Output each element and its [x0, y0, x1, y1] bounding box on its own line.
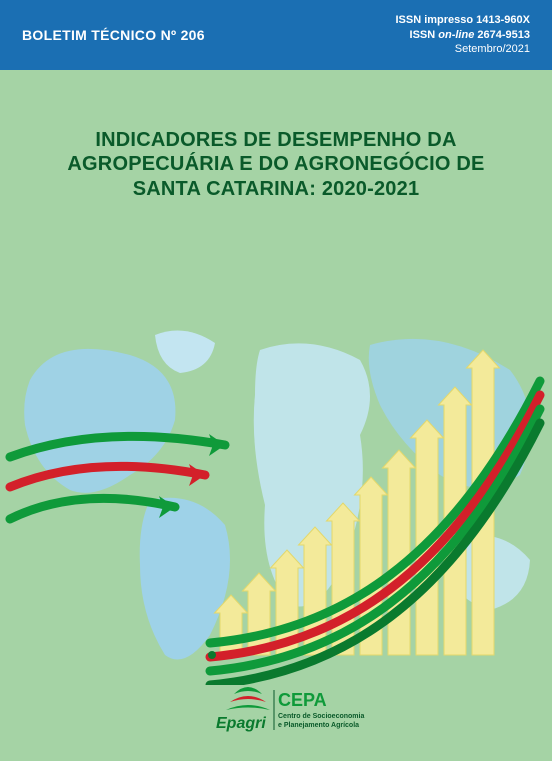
cover-graphic	[0, 325, 552, 685]
boletim-label: BOLETIM TÉCNICO Nº 206	[22, 27, 205, 43]
issn-online-italic: on-line	[438, 29, 474, 41]
logo-block: Epagri CEPA Centro de Socioeconomia e Plane…	[176, 678, 376, 743]
issn-print-line: ISSN impresso 1413-960X	[395, 13, 530, 28]
header-band: BOLETIM TÉCNICO Nº 206 ISSN impresso 141…	[0, 0, 552, 70]
issn-online-prefix: ISSN	[410, 29, 439, 41]
issn-online-suffix: 2674-9513	[474, 29, 530, 41]
svg-text:Centro de Socioeconomia: Centro de Socioeconomia	[278, 713, 364, 720]
cover-svg	[0, 325, 552, 685]
svg-text:e Planejamento Agrícola: e Planejamento Agrícola	[278, 722, 359, 729]
title-line-3: SANTA CATARINA: 2020-2021	[133, 178, 420, 200]
issn-block: ISSN impresso 1413-960X ISSN on-line 267…	[395, 13, 530, 58]
svg-text:Epagri: Epagri	[216, 715, 266, 732]
title-line-2: AGROPECUÁRIA E DO AGRONEGÓCIO DE	[67, 153, 484, 175]
main-area: INDICADORES DE DESEMPENHO DA AGROPECUÁRI…	[0, 70, 552, 761]
issue-date: Setembro/2021	[395, 42, 530, 57]
issn-online-line: ISSN on-line 2674-9513	[395, 28, 530, 43]
document-cover: BOLETIM TÉCNICO Nº 206 ISSN impresso 141…	[0, 0, 552, 761]
main-title: INDICADORES DE DESEMPENHO DA AGROPECUÁRI…	[0, 70, 552, 201]
title-line-1: INDICADORES DE DESEMPENHO DA	[95, 129, 456, 151]
svg-text:CEPA: CEPA	[278, 690, 327, 710]
logo-svg: Epagri CEPA Centro de Socioeconomia e Plane…	[176, 678, 376, 738]
